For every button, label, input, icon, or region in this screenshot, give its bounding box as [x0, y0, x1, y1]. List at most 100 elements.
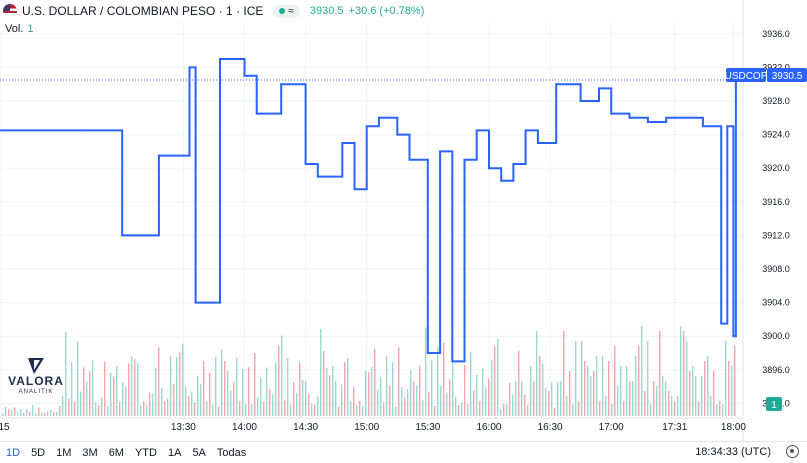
volume-bar — [323, 350, 325, 416]
volume-bar — [551, 382, 553, 416]
volume-bar — [131, 356, 133, 416]
volume-bar — [299, 362, 301, 416]
volume-bar — [80, 391, 82, 416]
volume-bar — [662, 376, 664, 416]
volume-bar — [560, 381, 562, 416]
volume-bar — [134, 359, 136, 416]
volume-bar — [419, 365, 421, 416]
volume-bar — [338, 406, 340, 416]
price-point — [488, 167, 490, 170]
valora-logo-icon — [28, 358, 44, 374]
market-status-badge[interactable]: ≈ — [273, 4, 300, 18]
volume-bar — [230, 390, 232, 416]
status-glyph: ≈ — [288, 5, 294, 17]
volume-bar — [569, 371, 571, 416]
volume-bar — [65, 332, 67, 416]
volume-bar — [389, 385, 391, 416]
volume-bar — [365, 370, 367, 416]
volume-bar — [566, 396, 568, 416]
timeframe-1m[interactable]: 1M — [56, 446, 72, 459]
volume-bar — [674, 401, 676, 416]
volume-bar — [608, 361, 610, 416]
utc-clock[interactable]: 18:34:33 (UTC) — [695, 446, 771, 458]
volume-bar — [701, 376, 703, 416]
price-point — [536, 142, 539, 144]
volume-bar — [455, 396, 457, 416]
volume-bar — [272, 394, 274, 416]
volume-bar — [392, 362, 394, 416]
volume-bar — [476, 374, 478, 416]
volume-bar — [107, 406, 109, 416]
volume-bar — [101, 396, 103, 416]
timeframe-6m[interactable]: 6M — [108, 446, 124, 459]
volume-bar — [98, 405, 100, 416]
volume-bar — [104, 361, 106, 416]
volume-bar — [143, 401, 145, 416]
x-tick-label: 16:30 — [538, 422, 563, 433]
timeframe-5d[interactable]: 5D — [31, 446, 46, 459]
volume-bar — [620, 366, 622, 416]
chart-header: U.S. DOLLAR / COLOMBIAN PESO · 1 · ICE ≈… — [0, 0, 424, 22]
y-tick-label: 3924.0 — [762, 130, 790, 140]
volume-bar — [515, 381, 517, 416]
volume-bar — [671, 396, 673, 416]
volume-bar — [617, 386, 619, 416]
time-axis: 15 13:30 14:00 14:30 15:00 15:30 16:00 16:30 17:… — [0, 417, 746, 433]
price-tag-ticker-bg — [726, 68, 766, 82]
volume-bar — [509, 382, 511, 416]
volume-bar — [518, 350, 520, 416]
volume-bar — [683, 331, 685, 416]
symbol-title[interactable]: U.S. DOLLAR / COLOMBIAN PESO · 1 · ICE — [22, 4, 264, 18]
volume-bar — [368, 372, 370, 416]
volume-bar — [125, 386, 127, 416]
volume-bar — [188, 396, 190, 416]
timeframe-all[interactable]: Todas — [216, 446, 247, 459]
volume-bar — [182, 343, 184, 416]
price-point — [408, 158, 411, 161]
volume-bar — [728, 361, 730, 416]
volume-bar — [635, 356, 637, 416]
volume-bar — [497, 339, 499, 416]
timeframe-5a[interactable]: 5A — [192, 446, 206, 459]
timeframe-3m[interactable]: 3M — [82, 446, 98, 459]
volume-bar — [149, 392, 151, 416]
volume-bar — [578, 401, 580, 416]
volume-bar — [524, 394, 526, 416]
price-point — [243, 74, 246, 77]
price-tag-value: 3930.5 — [772, 71, 803, 82]
volume-bar — [491, 360, 493, 416]
volume-bar — [473, 390, 475, 416]
volume-bar — [614, 346, 616, 416]
volume-bar — [227, 370, 229, 416]
volume-bar — [692, 366, 694, 416]
volume-bar — [458, 405, 460, 416]
volume-bar — [731, 366, 733, 416]
volume-bar — [446, 392, 448, 416]
price-point — [512, 163, 515, 165]
price-point — [598, 87, 600, 90]
volume-bar — [401, 387, 403, 416]
timeframe-1a[interactable]: 1A — [167, 446, 182, 459]
volume-bar — [17, 411, 19, 416]
valora-logo-sub: ANALITIK — [18, 389, 54, 395]
volume-legend[interactable]: Vol. 1 — [5, 23, 33, 35]
timeframe-1d[interactable]: 1D — [6, 446, 21, 459]
volume-bar — [488, 378, 490, 416]
timeframe-ytd[interactable]: YTD — [134, 446, 157, 459]
volume-bar — [626, 366, 628, 416]
volume-bar — [434, 405, 436, 416]
volume-bar — [257, 396, 259, 416]
volume-bar — [623, 401, 625, 416]
y-tick-label: 3912.0 — [762, 230, 790, 240]
volume-bar — [575, 341, 577, 416]
volume-bar — [2, 413, 4, 416]
settings-gear-icon[interactable] — [786, 445, 799, 458]
price-point — [451, 360, 454, 363]
volume-bar — [140, 405, 142, 416]
volume-bar — [398, 347, 400, 416]
volume-bar — [38, 407, 40, 416]
volume-bar — [581, 341, 583, 416]
volume-bar — [602, 356, 604, 416]
volume-bar — [5, 407, 7, 416]
volume-bar — [347, 358, 349, 416]
